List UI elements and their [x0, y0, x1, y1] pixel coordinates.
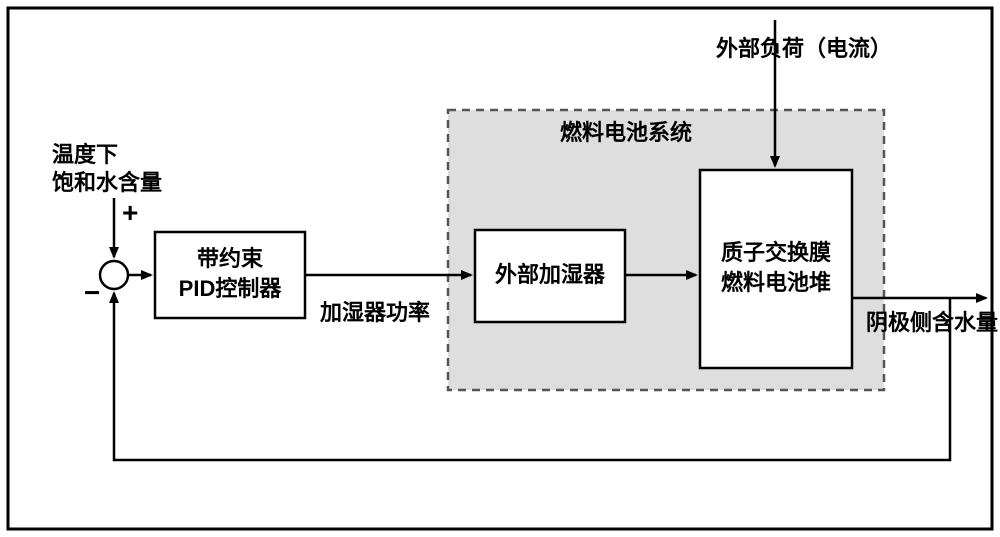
pem-stack-label-line-1: 燃料电池堆: [721, 270, 831, 295]
cathode-water-label: 阴极侧含水量: [866, 310, 998, 335]
pid-controller-block: 带约束 PID控制器: [155, 232, 305, 318]
humidifier-power-label: 加湿器功率: [319, 300, 430, 325]
pem-stack-label-line-0: 质子交换膜: [721, 240, 831, 265]
summing-junction: [100, 261, 128, 289]
fuel-cell-system-label: 燃料电池系统: [560, 120, 692, 145]
pid-controller-label-line-1: PID控制器: [179, 276, 283, 301]
setpoint-label-line-0: 温度下: [52, 142, 118, 167]
pid-controller-label-line-0: 带约束: [197, 246, 264, 271]
external-humidifier-label-line-0: 外部加湿器: [495, 262, 606, 287]
minus-sign: −: [84, 277, 100, 308]
pem-stack-block: 质子交换膜燃料电池堆: [700, 170, 852, 368]
external-load-label: 外部负荷（电流）: [716, 36, 892, 61]
setpoint-label-line-1: 饱和水含量: [52, 170, 162, 195]
plus-sign: +: [122, 197, 138, 228]
external-humidifier-block: 外部加湿器: [475, 230, 625, 322]
